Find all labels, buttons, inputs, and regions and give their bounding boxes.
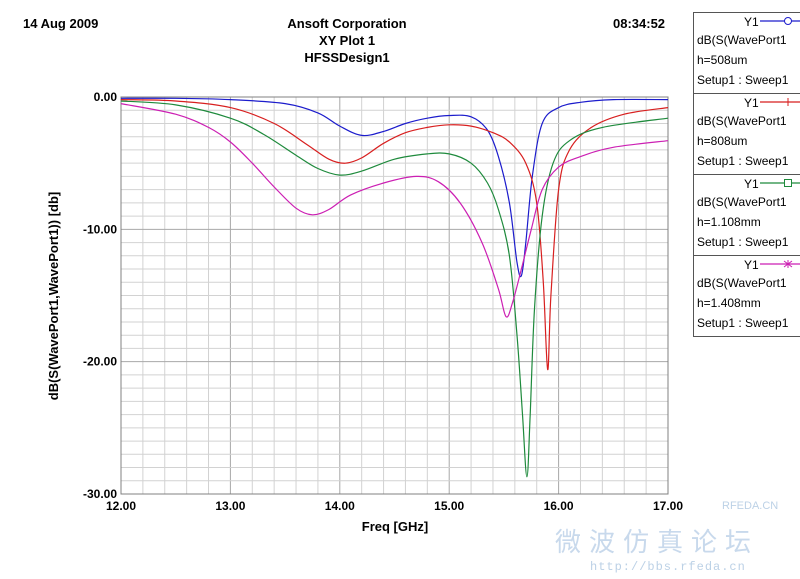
legend-expression: dB(S(WavePort1 <box>697 33 787 47</box>
star-marker-icon <box>783 260 793 268</box>
legend-swatch <box>760 17 800 25</box>
watermark-url: http://bbs.rfeda.cn <box>590 560 746 574</box>
legend-axis-label: Y1 <box>744 177 759 191</box>
plot-date: 14 Aug 2009 <box>23 16 99 31</box>
legend-setup: Setup1 : Sweep1 <box>697 235 789 249</box>
legend-expression: dB(S(WavePort1 <box>697 276 787 290</box>
grid <box>120 96 669 495</box>
series-line-3 <box>120 100 669 478</box>
legend-setup: Setup1 : Sweep1 <box>697 154 789 168</box>
series-line-1 <box>120 97 669 278</box>
legend-swatch <box>760 179 800 187</box>
series-line-4 <box>120 103 669 318</box>
plot-company: Ansoft Corporation <box>287 16 407 31</box>
legend-expression: dB(S(WavePort1 <box>697 114 787 128</box>
legend-parameter: h=808um <box>697 134 748 148</box>
legend-entry[interactable]: Y1 dB(S(WavePort1 h=1.408mm Setup1 : Sweep1 <box>694 255 800 337</box>
plot-frame <box>120 96 669 495</box>
x-axis-label: Freq [GHz] <box>362 519 428 534</box>
legend-setup: Setup1 : Sweep1 <box>697 73 789 87</box>
y-tick-label: -10.00 <box>83 222 117 236</box>
circle-marker-icon <box>784 17 792 25</box>
legend-parameter: h=508um <box>697 53 748 67</box>
legend-entry[interactable]: Y1 dB(S(WavePort1 h=808um Setup1 : Sweep1 <box>694 93 800 175</box>
legend-parameter: h=1.108mm <box>697 215 761 229</box>
legend-setup: Setup1 : Sweep1 <box>697 316 789 330</box>
legend-axis-label: Y1 <box>744 258 759 272</box>
legend-axis-label: Y1 <box>744 15 759 29</box>
y-tick-label: 0.00 <box>94 90 118 104</box>
legend-swatch <box>760 260 800 268</box>
legend-entry[interactable]: Y1 dB(S(WavePort1 h=508um Setup1 : Sweep1 <box>694 12 800 94</box>
legend-parameter: h=1.408mm <box>697 296 761 310</box>
plot-time: 08:34:52 <box>613 16 666 31</box>
chart-area[interactable]: 12.00 13.00 14.00 15.00 16.00 17.00 0.00 -10.00… <box>0 0 694 579</box>
y-tick-label: -30.00 <box>83 487 117 501</box>
series-line-2 <box>120 99 669 371</box>
legend-expression: dB(S(WavePort1 <box>697 195 787 209</box>
y-tick-label: -20.00 <box>83 355 117 369</box>
y-axis-label: dB(S(WavePort1,WavePort1)) [db] <box>46 192 61 401</box>
chart-series <box>120 97 669 478</box>
watermark-brand: RFEDA.CN <box>722 500 779 512</box>
square-marker-icon <box>784 179 792 187</box>
plot-name: XY Plot 1 <box>318 33 376 48</box>
x-tick-label: 15.00 <box>434 499 464 513</box>
x-tick-label: 16.00 <box>544 499 574 513</box>
plot-design: HFSSDesign1 <box>304 50 390 65</box>
watermark-chinese: 微波仿真论坛 <box>555 528 760 558</box>
x-tick-label: 13.00 <box>215 499 245 513</box>
axis-ticks: 12.00 13.00 14.00 15.00 16.00 17.00 0.00 -10.00… <box>83 90 683 513</box>
legend-entry[interactable]: Y1 dB(S(WavePort1 h=1.108mm Setup1 : Sweep1 <box>694 174 800 256</box>
legend: Y1 dB(S(WavePort1 h=508um Setup1 : Sweep1 Y1… <box>693 12 800 337</box>
x-tick-label: 14.00 <box>325 499 355 513</box>
x-tick-label: 12.00 <box>106 499 136 513</box>
legend-axis-label: Y1 <box>744 96 759 110</box>
x-tick-label: 17.00 <box>653 499 683 513</box>
legend-swatch <box>760 98 800 106</box>
